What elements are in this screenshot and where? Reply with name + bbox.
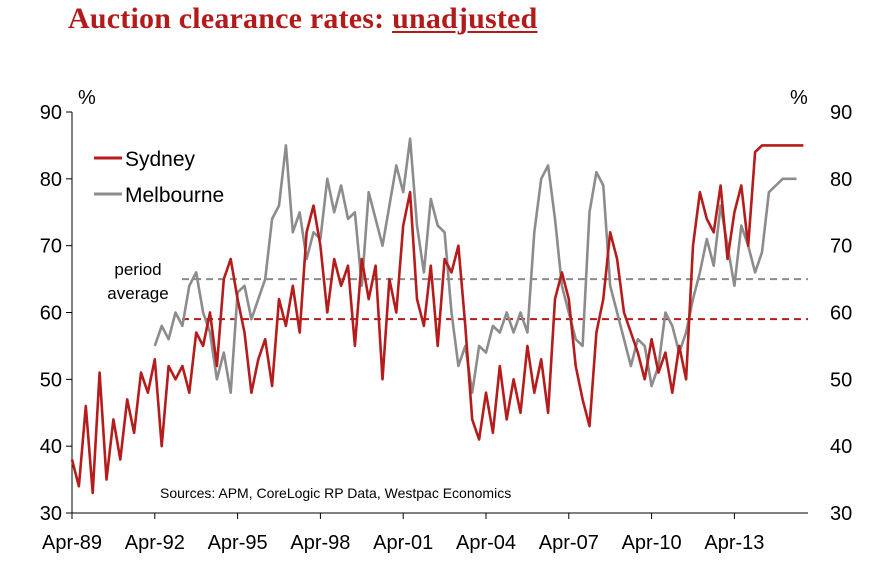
y-tick-label-right: 90 (830, 102, 852, 124)
y-tick-label-left: 40 (40, 436, 62, 458)
x-tick-label: Apr-10 (622, 532, 682, 554)
x-tick-label: Apr-04 (456, 532, 516, 554)
series-line-sydney (70, 144, 804, 495)
x-tick-label: Apr-01 (373, 532, 433, 554)
annotation-line2: average (107, 284, 168, 303)
x-tick-label: Apr-92 (125, 532, 185, 554)
source-note: Sources: APM, CoreLogic RP Data, Westpac… (160, 485, 511, 501)
x-tick-label: Apr-13 (704, 532, 764, 554)
y-tick-label-left: 60 (40, 303, 62, 325)
y-tick-label-left: 90 (40, 102, 62, 124)
y-tick-label-left: 30 (40, 503, 62, 525)
series-line-melbourne (153, 137, 797, 395)
annotation-line1: period (114, 260, 161, 279)
x-tick-label: Apr-89 (42, 532, 102, 554)
chart-title-plain: Auction clearance rates: (68, 2, 393, 35)
axes-layer (66, 111, 808, 519)
y-tick-label-right: 50 (830, 369, 852, 391)
series-layer (70, 137, 804, 495)
x-tick-label: Apr-95 (208, 532, 268, 554)
chart-title: Auction clearance rates: unadjusted (68, 2, 537, 36)
average-lines (182, 278, 808, 321)
chart-title-underlined: unadjusted (392, 2, 538, 35)
x-tick-label: Apr-98 (290, 532, 350, 554)
legend-label-melbourne: Melbourne (125, 184, 224, 207)
y-tick-label-right: 60 (830, 303, 852, 325)
y-unit-right: % (790, 87, 808, 109)
y-tick-label-right: 70 (830, 236, 852, 258)
y-tick-label-right: 40 (830, 436, 852, 458)
y-tick-label-left: 80 (40, 169, 62, 191)
legend-label-sydney: Sydney (125, 148, 196, 171)
y-tick-label-right: 30 (830, 503, 852, 525)
x-tick-label: Apr-07 (539, 532, 599, 554)
y-tick-label-left: 70 (40, 236, 62, 258)
y-unit-left: % (78, 87, 96, 109)
y-tick-label-right: 80 (830, 169, 852, 191)
y-tick-label-left: 50 (40, 369, 62, 391)
text-layer: 30 30 40 40 50 50 60 60 70 70 80 80 90 90 Apr-89 Apr-92… (40, 87, 853, 554)
